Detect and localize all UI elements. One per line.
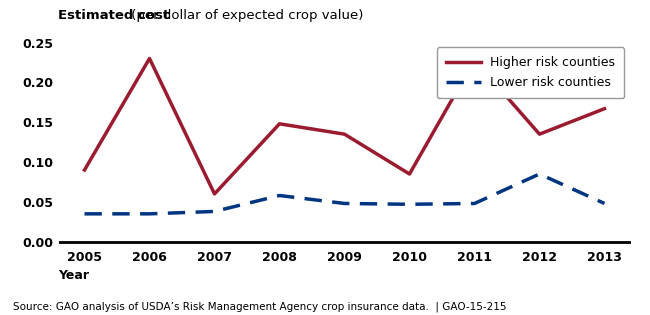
Text: Estimated cost: Estimated cost [58,9,170,22]
Text: Year: Year [58,269,90,282]
Legend: Higher risk counties, Lower risk counties: Higher risk counties, Lower risk countie… [437,47,624,98]
Text: Source: GAO analysis of USDA’s Risk Management Agency crop insurance data.  | GA: Source: GAO analysis of USDA’s Risk Mana… [13,301,506,312]
Text: (per dollar of expected crop value): (per dollar of expected crop value) [127,9,363,22]
